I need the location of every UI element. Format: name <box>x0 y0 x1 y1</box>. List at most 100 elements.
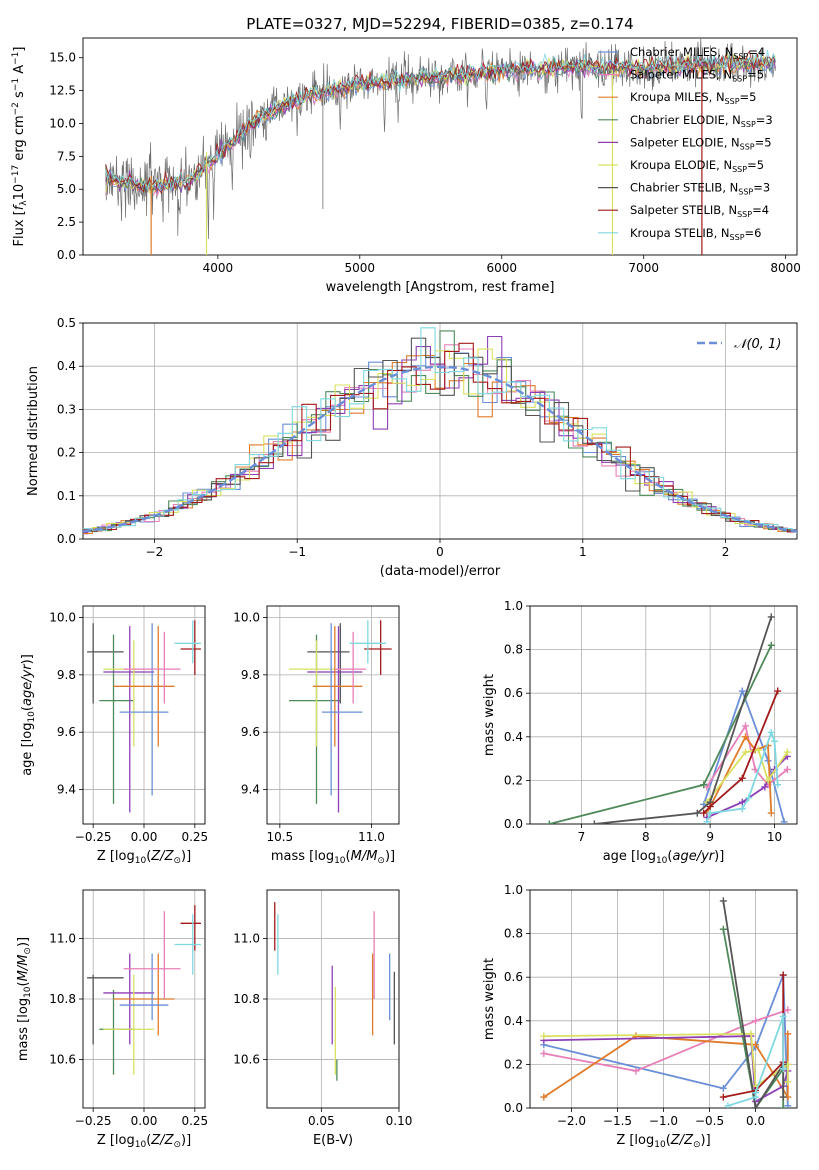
x-tick-label-2: 0 <box>436 545 444 559</box>
weight-point-salpeter-stelib-0 <box>719 1093 727 1101</box>
weight-point-salpeter-elodie-2 <box>761 783 769 791</box>
x-tick-label-1: −1.5 <box>603 1114 632 1128</box>
weight-point-kroupa-elodie-1 <box>742 748 750 756</box>
legend-label-chabrier-miles: Chabrier MILES, NSSP=4 <box>630 45 765 61</box>
legend-label-part-2: =5 <box>747 158 764 172</box>
y-tick-label-2: 9.8 <box>241 668 260 682</box>
x-tick-label-2: 0.25 <box>181 830 208 844</box>
y-tick-label-5: 1.0 <box>504 883 523 897</box>
y-tick-label-0: 0.0 <box>504 1101 523 1115</box>
y-label-part-5: erg cm <box>12 115 27 164</box>
weight-point-kroupa-stelib-2 <box>752 1089 760 1097</box>
y-axis-label: mass weight <box>482 958 497 1040</box>
y-tick-label-2: 0.4 <box>504 1014 523 1028</box>
weight-point-chabrier-stelib-1 <box>752 1104 760 1108</box>
y-tick-label-4: 0.4 <box>57 359 76 373</box>
y-tick-label-3: 0.6 <box>504 970 523 984</box>
y-axis-label: Flux [fλ10−17 erg cm−2 s−1 A−1] <box>11 47 29 247</box>
axes-frame <box>266 889 400 1109</box>
errorbar-group <box>87 620 201 813</box>
weight-vs-Z-panel: −2.0 −1.5 −1.0 −0.5 0.0 0.0 0.2 0.4 0.6 0.8 1.0 Z [… <box>482 883 798 1150</box>
legend-label-part-0: Chabrier ELODIE, N <box>630 113 741 127</box>
y-label-part-11: ] <box>12 47 27 52</box>
x-tick-label-1: 11.0 <box>358 830 385 844</box>
weight-point-chabrier-elodie-0 <box>719 925 727 933</box>
x-tick-label-2: 9 <box>706 830 714 844</box>
y-tick-label-0: 10.6 <box>233 1053 260 1067</box>
x-label-part-0: Z [log <box>616 1133 654 1148</box>
y-tick-label-5: 12.5 <box>49 84 76 98</box>
gaussian-curve <box>83 365 797 533</box>
weight-point-chabrier-elodie-0 <box>545 820 553 824</box>
axes-frame <box>529 605 798 825</box>
age-vs-mass-panel: 10.5 11.0 9.4 9.6 9.8 10.0 mass [log10(M/M⊙)] <box>233 605 400 866</box>
x-label-part-0: Z [log <box>97 849 135 864</box>
x-tick-label-1: −1 <box>288 545 306 559</box>
legend-label-part-0: Salpeter STELIB, N <box>630 203 737 217</box>
weight-line-chabrier-elodie <box>549 644 773 824</box>
y-tick-label-6: 15.0 <box>49 51 76 65</box>
y-label-part-4: )] <box>20 654 35 664</box>
y-tick-label-0: 0.0 <box>57 248 76 262</box>
y-tick-label-1: 9.6 <box>241 725 260 739</box>
weight-point-salpeter-stelib-3 <box>774 687 782 695</box>
x-label-part-0: age [log <box>603 849 656 864</box>
x-label-part-2: ( <box>146 1133 151 1148</box>
weight-point-kroupa-stelib-4 <box>767 728 775 736</box>
y-tick-label-2: 9.8 <box>57 668 76 682</box>
y-tick-label-1: 10.8 <box>49 992 76 1006</box>
x-label-part-3: Z/Z <box>150 1133 174 1148</box>
x-tick-label-3: −0.5 <box>695 1114 724 1128</box>
y-label-part-3: 10 <box>12 184 27 201</box>
legend-label-gaussian: 𝒩(0, 1) <box>734 337 781 352</box>
weight-point-kroupa-stelib-3 <box>779 1012 787 1020</box>
y-label-part-0: mass [log <box>16 998 31 1061</box>
x-label-part-4: ⊙ <box>173 856 181 866</box>
legend-label-part-2: =3 <box>753 181 770 195</box>
legend-label-part-1: SSP <box>738 188 753 197</box>
x-tick-label-4: 0.0 <box>746 1114 765 1128</box>
y-label-part-0: mass weight <box>482 958 497 1040</box>
y-tick-label-0: 10.6 <box>49 1053 76 1067</box>
weight-point-chabrier-miles-4 <box>784 1102 792 1108</box>
y-tick-label-1: 0.2 <box>504 1057 523 1071</box>
weight-point-salpeter-miles-2 <box>752 1017 760 1025</box>
weight-point-kroupa-elodie-4 <box>784 1078 792 1086</box>
x-label-part-4: )] <box>714 849 724 864</box>
legend-label-part-0: Salpeter MILES, N <box>630 68 732 82</box>
x-tick-label-2: −1.0 <box>649 1114 678 1128</box>
x-tick-label-2: 6000 <box>486 261 517 275</box>
y-tick-label-3: 7.5 <box>57 149 76 163</box>
weight-point-salpeter-miles-4 <box>783 766 791 773</box>
weight-lines <box>545 613 791 824</box>
weight-point-kroupa-miles-2 <box>752 1041 760 1049</box>
x-label-part-0: E(B-V) <box>313 1133 353 1148</box>
errorbar-group <box>87 905 201 1075</box>
y-tick-label-1: 0.1 <box>57 489 76 503</box>
axes-frame <box>266 605 400 825</box>
legend-label-part-2: =5 <box>755 135 772 149</box>
spectrum-panel: 4000 5000 6000 7000 8000 0.0 2.5 5.0 7.5 10.0 12.5… <box>11 37 801 295</box>
y-tick-label-4: 10.0 <box>49 116 76 130</box>
y-label-part-1: 10 <box>27 711 37 723</box>
weight-line-chabrier-stelib <box>594 616 773 824</box>
x-label-part-1: 10 <box>334 856 346 866</box>
weight-point-salpeter-stelib-0 <box>700 809 708 817</box>
histogram-group <box>83 327 797 535</box>
legend-label-part-2: =6 <box>745 226 762 240</box>
weight-lines <box>540 897 792 1108</box>
x-label-part-5: )] <box>181 1133 191 1148</box>
y-tick-label-2: 11.0 <box>49 931 76 945</box>
y-tick-label-0: 9.4 <box>241 783 260 797</box>
y-label-part-8: −1 <box>11 78 21 91</box>
y-axis-label: mass weight <box>482 674 497 756</box>
weight-point-chabrier-elodie-1 <box>700 781 708 789</box>
weight-point-chabrier-elodie-2 <box>767 641 775 649</box>
legend-label-part-1: SSP <box>733 52 748 61</box>
x-label-part-5: )] <box>181 849 191 864</box>
y-tick-label-5: 0.5 <box>57 316 76 330</box>
x-label-part-5: )] <box>385 849 395 864</box>
x-label-part-1: 10 <box>656 856 668 866</box>
x-label-part-0: Z [log <box>97 1133 135 1148</box>
